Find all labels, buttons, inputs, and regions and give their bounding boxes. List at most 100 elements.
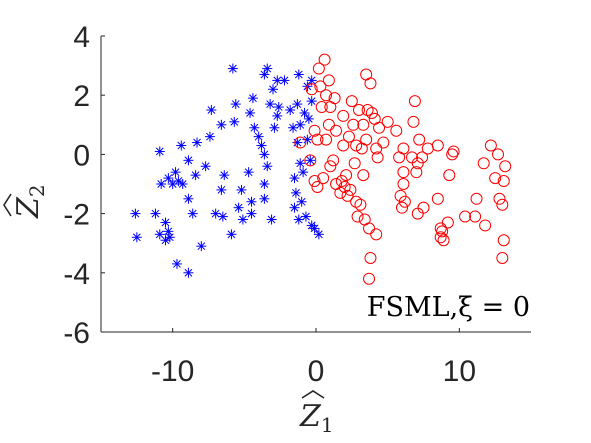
data-point-circle — [411, 157, 424, 170]
asterisk-stroke — [280, 76, 289, 85]
data-point-circle — [459, 210, 472, 223]
asterisk-stroke — [155, 147, 164, 156]
data-point-asterisk — [292, 137, 303, 148]
data-point-asterisk — [293, 214, 304, 225]
asterisk-stroke — [303, 135, 312, 144]
x-axis-label-sub: 1 — [321, 413, 334, 437]
data-point-asterisk — [259, 149, 270, 160]
x-ticks: -10 0 10 — [151, 328, 476, 388]
svg-text:Z1: Z1 — [299, 399, 334, 437]
data-point-asterisk — [249, 122, 260, 133]
y-tick-label: 0 — [73, 139, 90, 172]
asterisk-stroke — [247, 197, 256, 206]
asterisk-stroke — [266, 100, 275, 108]
x-axis-label-hat — [301, 390, 325, 399]
data-point-circle — [305, 83, 318, 96]
data-point-circle — [345, 95, 358, 108]
data-point-circle — [434, 231, 447, 244]
asterisk-stroke — [171, 168, 180, 177]
asterisk-stroke — [263, 162, 272, 171]
data-point-asterisk — [256, 140, 267, 151]
data-point-asterisk — [295, 119, 306, 130]
asterisk-stroke — [260, 70, 269, 79]
asterisk-stroke — [300, 109, 309, 117]
data-point-asterisk — [243, 167, 254, 178]
data-point-circle — [364, 252, 377, 264]
asterisk-stroke — [151, 209, 160, 218]
asterisk-stroke — [297, 197, 306, 206]
data-point-asterisk — [272, 110, 283, 121]
asterisk-stroke — [290, 174, 299, 182]
asterisk-stroke — [164, 227, 173, 236]
data-point-asterisk — [171, 258, 182, 269]
asterisk-stroke — [269, 85, 277, 94]
asterisk-stroke — [257, 141, 266, 150]
data-point-asterisk — [279, 75, 290, 86]
data-point-circle — [393, 151, 406, 164]
asterisk-stroke — [173, 260, 181, 268]
data-point-asterisk — [160, 217, 171, 228]
asterisk-stroke — [307, 76, 316, 85]
data-point-circle — [317, 172, 330, 185]
data-point-asterisk — [170, 167, 181, 178]
asterisk-stroke — [155, 230, 164, 239]
data-point-circle — [406, 151, 419, 164]
data-point-asterisk — [206, 105, 217, 115]
data-point-circle — [396, 201, 408, 214]
asterisk-stroke — [168, 180, 177, 188]
asterisk-stroke — [165, 233, 174, 242]
asterisk-stroke — [239, 215, 247, 224]
asterisk-stroke — [292, 188, 300, 197]
data-point-circle — [355, 142, 368, 155]
data-point-asterisk — [131, 232, 142, 243]
data-point-circle — [363, 222, 376, 235]
data-point-circle — [337, 109, 350, 122]
data-point-circle — [470, 192, 483, 205]
data-point-asterisk — [216, 184, 227, 195]
data-point-asterisk — [265, 99, 276, 110]
data-point-asterisk — [296, 196, 307, 207]
data-point-circle — [361, 104, 374, 116]
data-point-asterisk — [150, 208, 161, 219]
data-point-asterisk — [262, 161, 273, 172]
data-point-asterisk — [216, 119, 227, 130]
data-point-circle — [477, 157, 490, 170]
data-point-asterisk — [272, 75, 283, 86]
asterisk-stroke — [164, 174, 173, 182]
data-point-circle — [350, 139, 363, 152]
data-point-circle — [340, 169, 353, 182]
data-point-circle — [398, 195, 411, 208]
y-ticks: -6 -4 -2 0 2 4 — [63, 21, 105, 350]
data-point-asterisk — [292, 99, 303, 110]
data-point-circle — [364, 77, 377, 90]
asterisk-stroke — [314, 230, 323, 239]
data-point-asterisk — [183, 267, 194, 278]
data-point-asterisk — [204, 131, 215, 142]
data-point-circle — [353, 104, 365, 116]
data-point-asterisk — [160, 235, 171, 246]
data-point-circle — [351, 210, 364, 223]
data-point-circle — [357, 169, 370, 182]
data-point-circle — [334, 186, 347, 199]
data-point-asterisk — [289, 202, 300, 213]
data-point-asterisk — [303, 113, 314, 124]
data-point-asterisk — [200, 161, 211, 172]
data-point-asterisk — [217, 211, 228, 222]
asterisk-stroke — [174, 177, 183, 185]
data-point-circle — [304, 154, 317, 167]
data-point-circle — [479, 219, 492, 232]
asterisk-stroke — [244, 168, 253, 177]
data-point-asterisk — [196, 241, 207, 252]
data-point-asterisk — [227, 63, 238, 74]
data-point-circle — [365, 106, 378, 119]
data-point-asterisk — [295, 158, 306, 169]
asterisk-stroke — [306, 156, 315, 165]
asterisk-stroke — [304, 114, 313, 123]
data-point-circle — [320, 133, 333, 146]
data-point-circle — [397, 178, 410, 190]
data-point-circle — [489, 172, 502, 185]
asterisk-stroke — [184, 156, 193, 165]
asterisk-stroke — [296, 159, 305, 168]
data-point-circle — [354, 198, 367, 211]
